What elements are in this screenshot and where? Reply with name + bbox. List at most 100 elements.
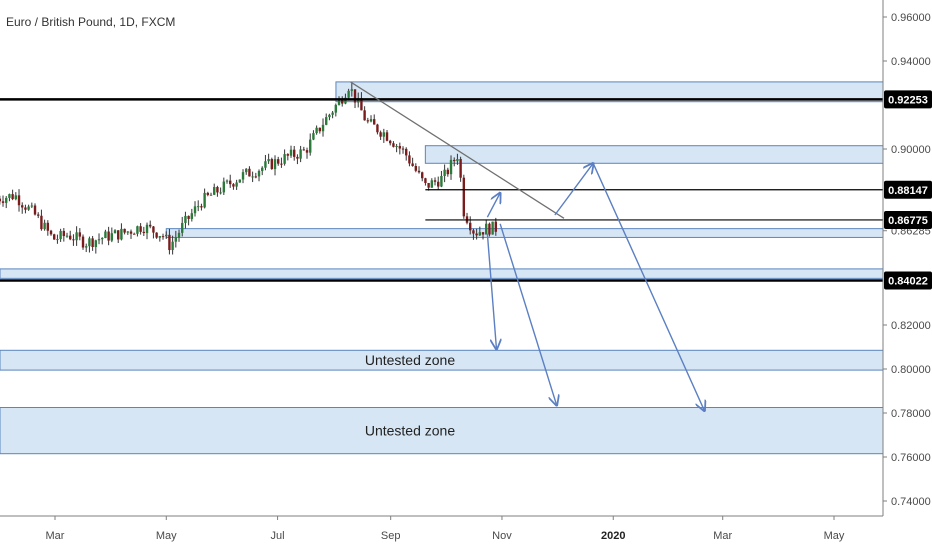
candle-body bbox=[341, 99, 344, 104]
candle-body bbox=[149, 224, 152, 227]
candle-body bbox=[270, 159, 274, 169]
candle-body bbox=[427, 182, 430, 188]
drawings bbox=[350, 81, 705, 411]
candle-body bbox=[56, 239, 59, 241]
candle-body bbox=[385, 132, 389, 141]
candle-body bbox=[85, 246, 88, 248]
candle-body bbox=[152, 226, 155, 233]
zone-5 bbox=[0, 407, 884, 455]
candle-body bbox=[30, 205, 34, 207]
candle-body bbox=[193, 206, 197, 214]
price-badge bbox=[884, 90, 932, 109]
candle-body bbox=[53, 234, 56, 240]
candle-body bbox=[241, 172, 245, 180]
candle-body bbox=[373, 119, 376, 125]
candle-body bbox=[174, 237, 178, 242]
candle-body bbox=[181, 222, 184, 233]
candle-body bbox=[184, 215, 187, 223]
candle-body bbox=[456, 159, 459, 162]
candle-body bbox=[21, 205, 24, 208]
candle-body bbox=[277, 159, 280, 164]
y-tick-label: 0.78000 bbox=[891, 408, 931, 420]
candle-body bbox=[216, 187, 219, 193]
candle-body bbox=[5, 197, 8, 203]
chart-title: Euro / British Pound, 1D, FXCM bbox=[6, 15, 175, 29]
candle-body bbox=[408, 155, 411, 164]
axes bbox=[0, 0, 884, 517]
price-badge bbox=[884, 210, 932, 229]
candle-body bbox=[129, 231, 133, 234]
candle-body bbox=[401, 148, 405, 150]
projection-arrow-2 bbox=[499, 223, 557, 405]
candle-body bbox=[481, 232, 485, 235]
candle-body bbox=[321, 124, 325, 132]
candle-body bbox=[376, 124, 379, 133]
candle-body bbox=[209, 194, 213, 196]
candle-body bbox=[299, 149, 302, 159]
candle-body bbox=[325, 117, 328, 125]
y-tick-label: 0.90000 bbox=[891, 144, 931, 156]
zone-2 bbox=[165, 228, 884, 238]
candle-body bbox=[158, 236, 162, 238]
candle-body bbox=[213, 187, 216, 195]
y-tick-label: 0.80000 bbox=[891, 364, 931, 376]
candle-body bbox=[59, 230, 62, 240]
candle-body bbox=[88, 238, 91, 247]
candle-body bbox=[440, 175, 443, 187]
price-badge bbox=[884, 180, 932, 199]
candle-body bbox=[219, 192, 222, 194]
x-tick-label: Nov bbox=[492, 530, 512, 542]
candle-body bbox=[101, 238, 104, 240]
candle-body bbox=[488, 223, 491, 235]
candle-body bbox=[0, 198, 2, 202]
candle-body bbox=[40, 215, 43, 230]
candle-body bbox=[91, 238, 94, 248]
candle-body bbox=[78, 232, 82, 237]
candle-body bbox=[145, 224, 149, 234]
candle-body bbox=[8, 194, 11, 198]
candle-body bbox=[97, 239, 101, 241]
candle-body bbox=[187, 215, 190, 219]
candle-body bbox=[46, 222, 50, 231]
candle-body bbox=[446, 169, 450, 175]
candle-body bbox=[389, 140, 392, 144]
candle-body bbox=[17, 195, 21, 206]
candle-body bbox=[337, 99, 341, 105]
zone-label: Untested zone bbox=[365, 352, 455, 368]
candle-body bbox=[136, 226, 139, 234]
candle-body bbox=[11, 194, 14, 200]
projection-arrow-0 bbox=[486, 233, 496, 350]
candle-body bbox=[453, 159, 456, 162]
y-tick-label: 0.94000 bbox=[891, 56, 931, 68]
y-tick-label: 0.74000 bbox=[891, 496, 931, 508]
candle-body bbox=[14, 195, 18, 200]
candle-body bbox=[414, 165, 418, 171]
price-levels bbox=[0, 98, 883, 282]
x-tick-label: 2020 bbox=[601, 530, 625, 542]
candle-body bbox=[283, 154, 286, 164]
candle-body bbox=[421, 172, 424, 179]
candle-body bbox=[49, 230, 53, 235]
candle-body bbox=[485, 223, 488, 235]
candle-body bbox=[289, 149, 293, 156]
candle-body bbox=[382, 132, 386, 137]
candle-body bbox=[293, 149, 296, 157]
candle-body bbox=[107, 231, 110, 241]
candle-body bbox=[286, 154, 290, 156]
candle-body bbox=[350, 89, 354, 91]
projection-arrow-3 bbox=[554, 163, 593, 216]
candle-body bbox=[200, 206, 203, 208]
candle-body bbox=[366, 120, 370, 122]
candle-body bbox=[113, 230, 117, 234]
candle-body bbox=[392, 143, 395, 147]
candle-body bbox=[120, 228, 123, 240]
candle-body bbox=[478, 232, 482, 236]
candle-body bbox=[225, 180, 229, 182]
candle-body bbox=[443, 169, 446, 176]
candle-body bbox=[27, 206, 30, 210]
trendline bbox=[350, 81, 565, 219]
candle-body bbox=[469, 222, 472, 231]
candle-body bbox=[328, 114, 331, 118]
candle-body bbox=[254, 176, 258, 178]
zone-1 bbox=[424, 145, 884, 164]
